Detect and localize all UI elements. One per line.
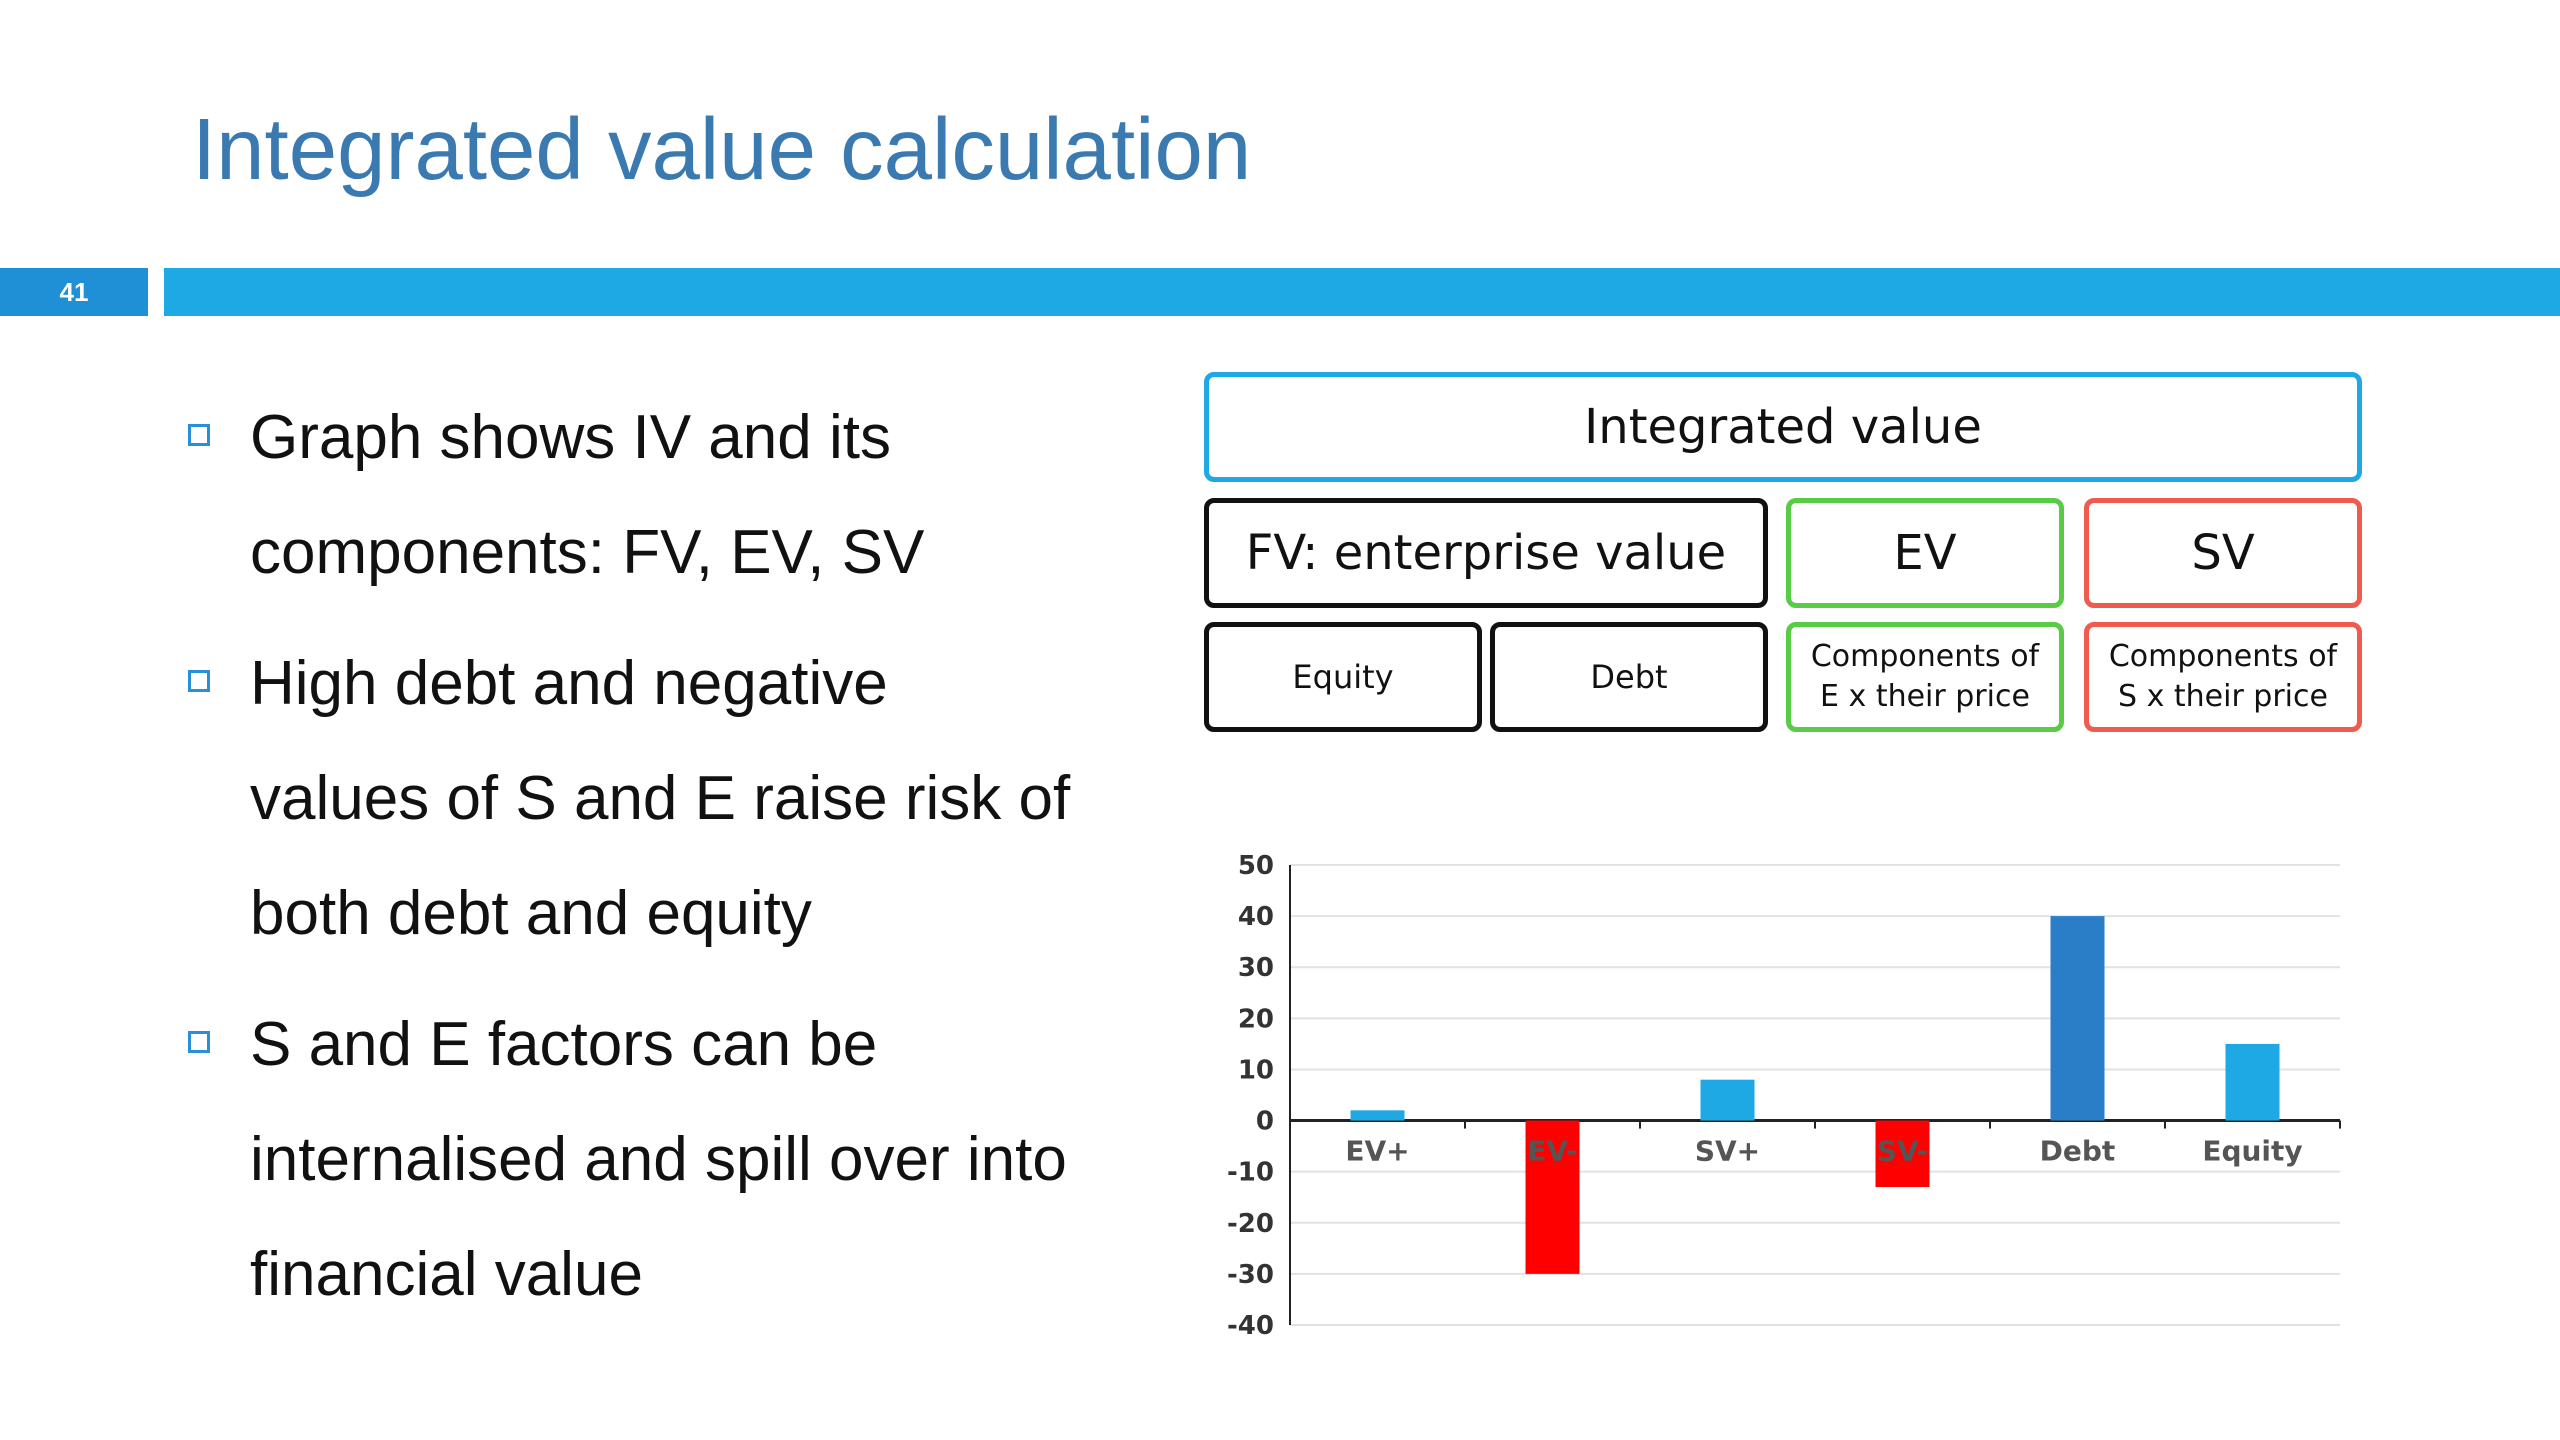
y-tick-label: -10 — [1227, 1158, 1274, 1188]
bullet-text: High debt and negative values of S and E… — [250, 649, 1071, 948]
y-tick-label: -30 — [1227, 1260, 1274, 1290]
bar — [1350, 1110, 1405, 1121]
components-e-box: Components of E x their price — [1786, 622, 2064, 732]
ev-box: EV — [1786, 498, 2064, 608]
square-bullet-icon — [188, 670, 210, 692]
y-tick-label: 40 — [1238, 902, 1274, 932]
x-tick-label: EV- — [1527, 1135, 1577, 1168]
bar — [1875, 1120, 1930, 1187]
y-tick-label: 20 — [1238, 1004, 1274, 1034]
x-tick-label: SV- — [1877, 1135, 1928, 1168]
y-tick-label: -40 — [1227, 1311, 1274, 1341]
bar-chart: 50 40 30 20 10 0 -10 -20 -30 -40 EV+ EV- SV+ SV- Debt E… — [1227, 851, 2341, 1341]
bullet-item: Graph shows IV and its components: FV, E… — [180, 380, 1080, 610]
slide-number: 41 — [0, 268, 148, 316]
bullet-item: S and E factors can be internalised and … — [180, 987, 1080, 1332]
bullet-text: Graph shows IV and its components: FV, E… — [250, 403, 925, 587]
y-tick-label: -20 — [1227, 1209, 1274, 1239]
bar — [2225, 1043, 2280, 1121]
slide-title: Integrated value calculation — [192, 101, 1252, 198]
x-tick-label: Equity — [2202, 1135, 2302, 1168]
x-tick-label: EV+ — [1345, 1135, 1409, 1168]
bullet-list: Graph shows IV and its components: FV, E… — [180, 380, 1080, 1348]
y-tick-label: 30 — [1238, 953, 1274, 983]
bar — [2050, 916, 2105, 1121]
y-tick-label: 0 — [1256, 1107, 1274, 1137]
bullet-text: S and E factors can be internalised and … — [250, 1010, 1067, 1309]
bar — [1525, 1120, 1580, 1274]
integrated-value-box: Integrated value — [1204, 372, 2362, 482]
square-bullet-icon — [188, 1031, 210, 1053]
x-tick-label: SV+ — [1695, 1135, 1760, 1168]
square-bullet-icon — [188, 424, 210, 446]
debt-box: Debt — [1490, 622, 1768, 732]
y-tick-label: 10 — [1238, 1055, 1274, 1085]
fv-box: FV: enterprise value — [1204, 498, 1768, 608]
bar — [1700, 1079, 1755, 1121]
components-s-box: Components of S x their price — [2084, 622, 2362, 732]
equity-box: Equity — [1204, 622, 1482, 732]
header-bar — [164, 268, 2560, 316]
x-tick-label: Debt — [2040, 1135, 2116, 1168]
y-tick-label: 50 — [1238, 851, 1274, 881]
bullet-item: High debt and negative values of S and E… — [180, 626, 1080, 971]
sv-box: SV — [2084, 498, 2362, 608]
